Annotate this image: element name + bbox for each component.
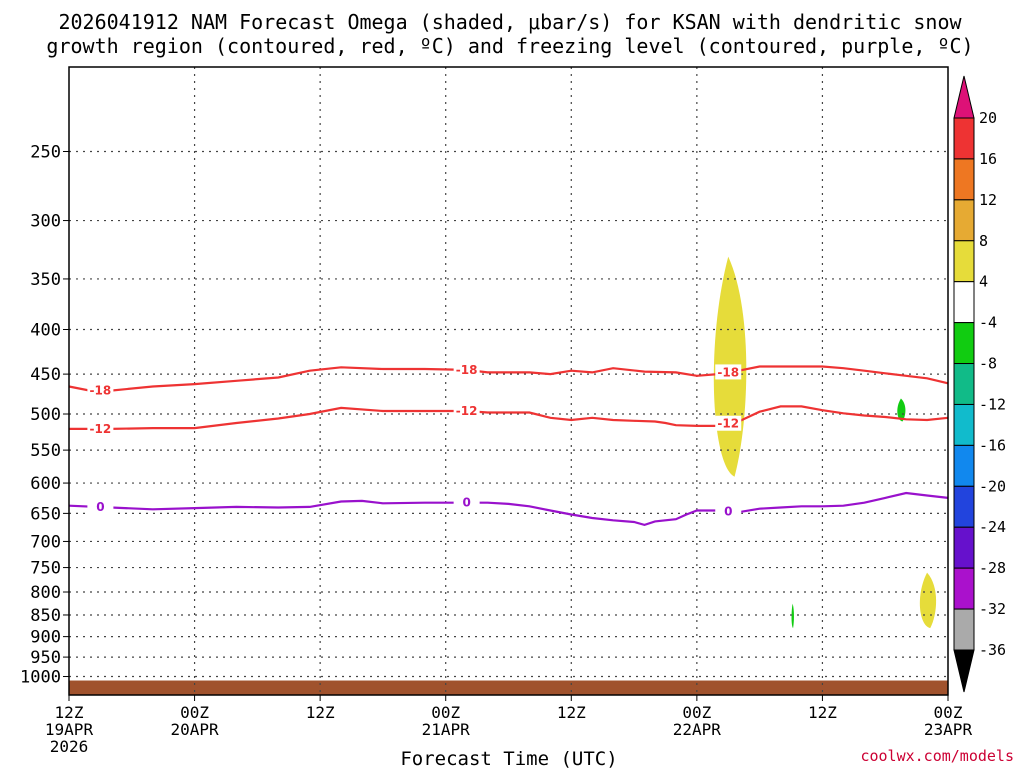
y-tick-label-250: 250 xyxy=(30,143,61,163)
terrain-strip xyxy=(69,680,948,695)
x-tick-label-36: 00Z xyxy=(431,703,460,722)
contour-label-1-1: -12 xyxy=(456,404,478,418)
contour-label-1-0: -12 xyxy=(90,422,112,436)
y-tick-label-600: 600 xyxy=(30,474,61,494)
axes: 2503003504004505005506006507007508008509… xyxy=(20,66,973,756)
x-tick-label-48: 12Z xyxy=(557,703,586,722)
x-tick-sublabel-84-0: 23APR xyxy=(924,720,973,739)
y-tick-label-700: 700 xyxy=(30,532,61,552)
colorbar-label-7: -12 xyxy=(979,395,1006,413)
colorbar-box-10 xyxy=(953,526,975,569)
y-tick-label-1000: 1000 xyxy=(20,668,61,688)
x-tick-sublabel-0-1: 2026 xyxy=(50,737,89,756)
y-tick-label-950: 950 xyxy=(30,648,61,668)
y-tick-label-850: 850 xyxy=(30,606,61,626)
contour-label-0-2: -18 xyxy=(717,365,739,379)
colorbar-label-10: -24 xyxy=(979,518,1006,536)
colorbar-label-0: 20 xyxy=(979,109,997,127)
colorbar-box-8 xyxy=(953,444,975,487)
colorbar-box-2 xyxy=(953,199,975,242)
x-tick-label-72: 12Z xyxy=(808,703,837,722)
credit-text[interactable]: coolwx.com/models xyxy=(860,747,1014,765)
x-tick-sublabel-36-0: 21APR xyxy=(422,720,471,739)
contour-line-0 xyxy=(68,365,949,392)
colorbar-label-8: -16 xyxy=(979,436,1006,454)
colorbar-box-3 xyxy=(953,240,975,283)
colorbar-label-1: 16 xyxy=(979,150,997,168)
colorbar-label-13: -36 xyxy=(979,641,1006,659)
contour-label-bg-0-2 xyxy=(715,364,742,380)
colorbar-label-9: -20 xyxy=(979,477,1006,495)
y-tick-label-350: 350 xyxy=(30,270,61,290)
x-tick-label-0: 12Z xyxy=(55,703,84,722)
omega-region-2 xyxy=(897,398,906,422)
colorbar-label-2: 12 xyxy=(979,191,997,209)
contour-label-bg-1-1 xyxy=(453,402,480,418)
contour-label-bg-0-1 xyxy=(453,361,480,377)
contour-label-1-2: -12 xyxy=(717,417,739,431)
colorbar-box-11 xyxy=(953,567,975,610)
contour-label-2-2: 0 xyxy=(724,504,732,518)
contour-label-bg-0-0 xyxy=(87,382,114,398)
colorbar-box-1 xyxy=(953,158,975,201)
omega-region-3 xyxy=(791,603,794,629)
x-tick-sublabel-60-0: 22APR xyxy=(673,720,722,739)
chart-title-line2: growth region (contoured, red, ºC) and f… xyxy=(46,34,973,58)
colorbar-box-7 xyxy=(953,403,975,446)
y-tick-label-500: 500 xyxy=(30,405,61,425)
colorbar-box-0 xyxy=(953,117,975,160)
colorbar-label-3: 8 xyxy=(979,232,988,250)
colorbar-box-6 xyxy=(953,363,975,405)
y-tick-label-650: 650 xyxy=(30,504,61,524)
contour-label-2-1: 0 xyxy=(462,496,470,510)
contour-lines: -18 -18 -18 -12 -12 -12 0 0 0 xyxy=(68,361,949,527)
omega-region-1 xyxy=(919,572,937,629)
colorbar-top-triangle xyxy=(953,75,975,119)
contour-label-bg-2-0 xyxy=(87,499,114,515)
x-tick-label-84: 00Z xyxy=(934,703,963,722)
x-tick-label-12: 00Z xyxy=(180,703,209,722)
colorbar-box-9 xyxy=(953,485,975,528)
contour-label-bg-1-2 xyxy=(715,415,742,431)
colorbar-label-11: -28 xyxy=(979,559,1006,577)
contour-label-bg-2-1 xyxy=(453,494,480,510)
y-tick-label-550: 550 xyxy=(30,441,61,461)
colorbar-label-6: -8 xyxy=(979,355,997,373)
colorbar-label-5: -4 xyxy=(979,314,997,332)
plot-area xyxy=(69,256,948,695)
x-tick-sublabel-0-0: 19APR xyxy=(45,720,94,739)
grid-lines xyxy=(69,67,948,695)
y-tick-label-450: 450 xyxy=(30,365,61,385)
plot-border xyxy=(68,66,949,696)
colorbar: 20 16 12 8 4 -4 -8 -12 -16 -20 -24 -28 -32 -36 xyxy=(953,75,1006,693)
chart-title-line1: 2026041912 NAM Forecast Omega (shaded, μ… xyxy=(58,10,962,34)
x-tick-sublabel-12-0: 20APR xyxy=(170,720,219,739)
colorbar-label-12: -32 xyxy=(979,600,1006,618)
y-tick-label-300: 300 xyxy=(30,212,61,232)
contour-label-bg-2-2 xyxy=(715,503,742,519)
y-tick-label-400: 400 xyxy=(30,321,61,341)
colorbar-box-5 xyxy=(953,322,975,365)
colorbar-label-4: 4 xyxy=(979,273,988,291)
y-tick-label-800: 800 xyxy=(30,583,61,603)
contour-label-0-0: -18 xyxy=(90,384,112,398)
contour-label-bg-1-0 xyxy=(87,420,114,436)
contour-label-2-0: 0 xyxy=(96,500,104,514)
colorbar-bottom-triangle xyxy=(953,649,975,693)
colorbar-box-4 xyxy=(953,281,975,324)
x-tick-label-24: 12Z xyxy=(306,703,335,722)
y-tick-label-750: 750 xyxy=(30,559,61,579)
x-axis-label: Forecast Time (UTC) xyxy=(400,748,617,768)
contour-line-1 xyxy=(69,405,949,430)
contour-line-2 xyxy=(68,491,949,527)
contour-label-0-1: -18 xyxy=(456,363,478,377)
y-tick-label-900: 900 xyxy=(30,628,61,648)
colorbar-box-12 xyxy=(953,608,975,651)
x-tick-label-60: 00Z xyxy=(682,703,711,722)
